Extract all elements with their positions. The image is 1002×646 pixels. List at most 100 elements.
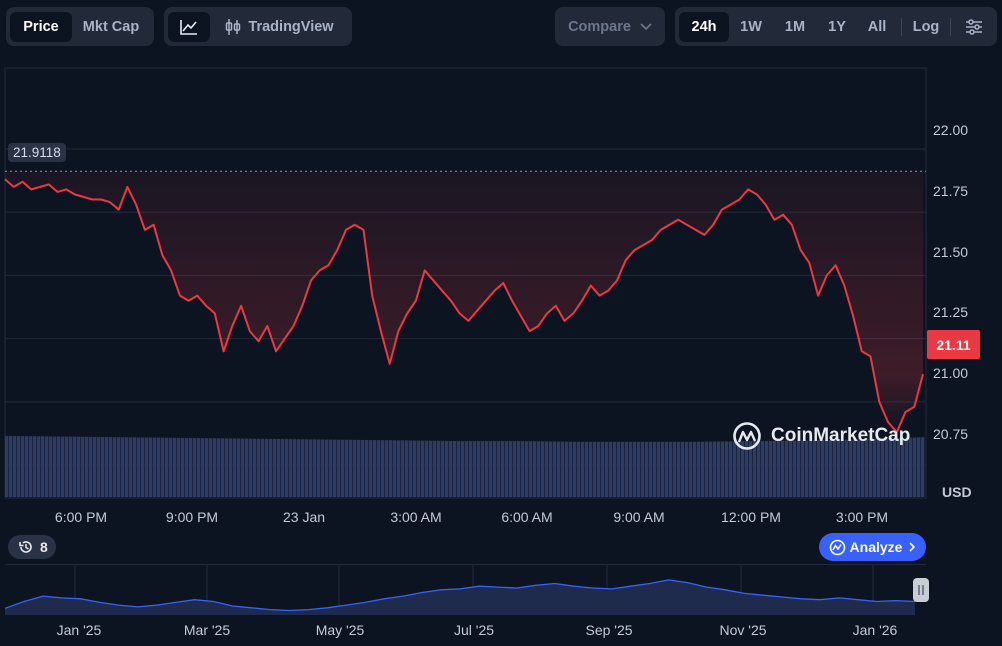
volume-bar [581,441,585,497]
volume-bar [101,436,105,497]
volume-bar [501,441,505,497]
price-tab[interactable]: Price [10,11,72,42]
range-all[interactable]: All [867,18,887,35]
volume-bar [669,441,673,497]
analyze-icon [829,539,845,555]
volume-bar [773,440,777,497]
volume-bar [237,438,241,497]
volume-bar [117,437,121,497]
volume-bar [145,437,149,497]
compare-dropdown[interactable]: Compare [555,7,665,46]
navigator-x-tick: Sep '25 [585,622,633,638]
volume-bar [469,441,473,497]
volume-bar [813,440,817,497]
volume-bar [829,439,833,497]
divider [901,17,902,36]
last-price-tag: 21.11 [927,330,980,359]
volume-bar [261,438,265,497]
volume-bar [917,437,921,497]
volume-bar [629,441,633,497]
history-icon [19,541,32,553]
volume-bar [369,440,373,497]
volume-bar [601,441,605,497]
volume-bar [77,436,81,497]
range-navigator[interactable] [0,562,1002,618]
volume-bars [5,435,925,497]
settings-button[interactable] [955,12,993,42]
range-1w[interactable]: 1W [740,18,762,35]
tradingview-label: TradingView [248,18,334,35]
volume-bar [757,441,761,497]
volume-bar [673,441,677,497]
log-scale-button[interactable]: Log [912,18,940,35]
analyze-label: Analyze [849,539,903,555]
sliders-icon [966,18,982,35]
range-1m[interactable]: 1M [784,18,806,35]
navigator-handle[interactable] [913,578,929,602]
volume-bar [169,437,173,497]
volume-bar [421,440,425,497]
volume-bar [13,435,17,497]
volume-bar [121,437,125,497]
range-24h[interactable]: 24h [679,11,729,42]
y-tick: 22.00 [933,122,969,138]
volume-bar [625,441,629,497]
volume-bar [665,441,669,497]
analyze-button[interactable]: Analyze [819,533,926,561]
volume-bar [777,440,781,497]
x-tick: 9:00 PM [165,509,219,525]
volume-bar [677,441,681,497]
volume-bar [249,438,253,497]
volume-bar [433,440,437,497]
volume-bar [173,437,177,497]
volume-bar [657,441,661,497]
x-tick: 6:00 AM [501,509,553,525]
volume-bar [217,438,221,497]
volume-bar [209,438,213,497]
price-alerts-button[interactable]: 8 [8,535,56,559]
line-chart-button[interactable] [168,11,210,42]
volume-bar [845,439,849,497]
divider [950,17,951,36]
volume-bar [85,436,89,497]
volume-bar [205,438,209,497]
volume-bar [89,436,93,497]
volume-bar [177,437,181,497]
volume-bar [65,436,69,497]
volume-bar [309,439,313,497]
volume-bar [849,439,853,497]
volume-bar [277,438,281,497]
volume-bar [689,441,693,497]
volume-bar [141,437,145,497]
volume-bar [833,439,837,497]
volume-bar [9,435,13,497]
volume-bar [265,438,269,497]
volume-bar [857,439,861,497]
volume-bar [73,436,77,497]
volume-bar [741,441,745,497]
volume-bar [921,437,925,497]
volume-bar [513,441,517,497]
volume-bar [365,439,369,497]
volume-bar [337,439,341,497]
volume-bar [81,436,85,497]
volume-bar [869,438,873,497]
volume-bar [893,438,897,497]
tradingview-button[interactable]: TradingView [210,12,348,42]
volume-bar [597,441,601,497]
volume-bar [481,441,485,497]
price-area [5,171,923,433]
volume-bar [165,437,169,497]
navigator-x-tick: Jan '25 [56,622,102,638]
volume-bar [565,441,569,497]
volume-bar [705,441,709,497]
volume-bar [49,436,53,497]
volume-bar [553,441,557,497]
range-1y[interactable]: 1Y [828,18,846,35]
mktcap-tab[interactable]: Mkt Cap [82,18,140,35]
volume-bar [125,437,129,497]
volume-bar [621,441,625,497]
volume-bar [333,439,337,497]
price-chart[interactable] [0,60,1002,510]
volume-bar [721,441,725,497]
